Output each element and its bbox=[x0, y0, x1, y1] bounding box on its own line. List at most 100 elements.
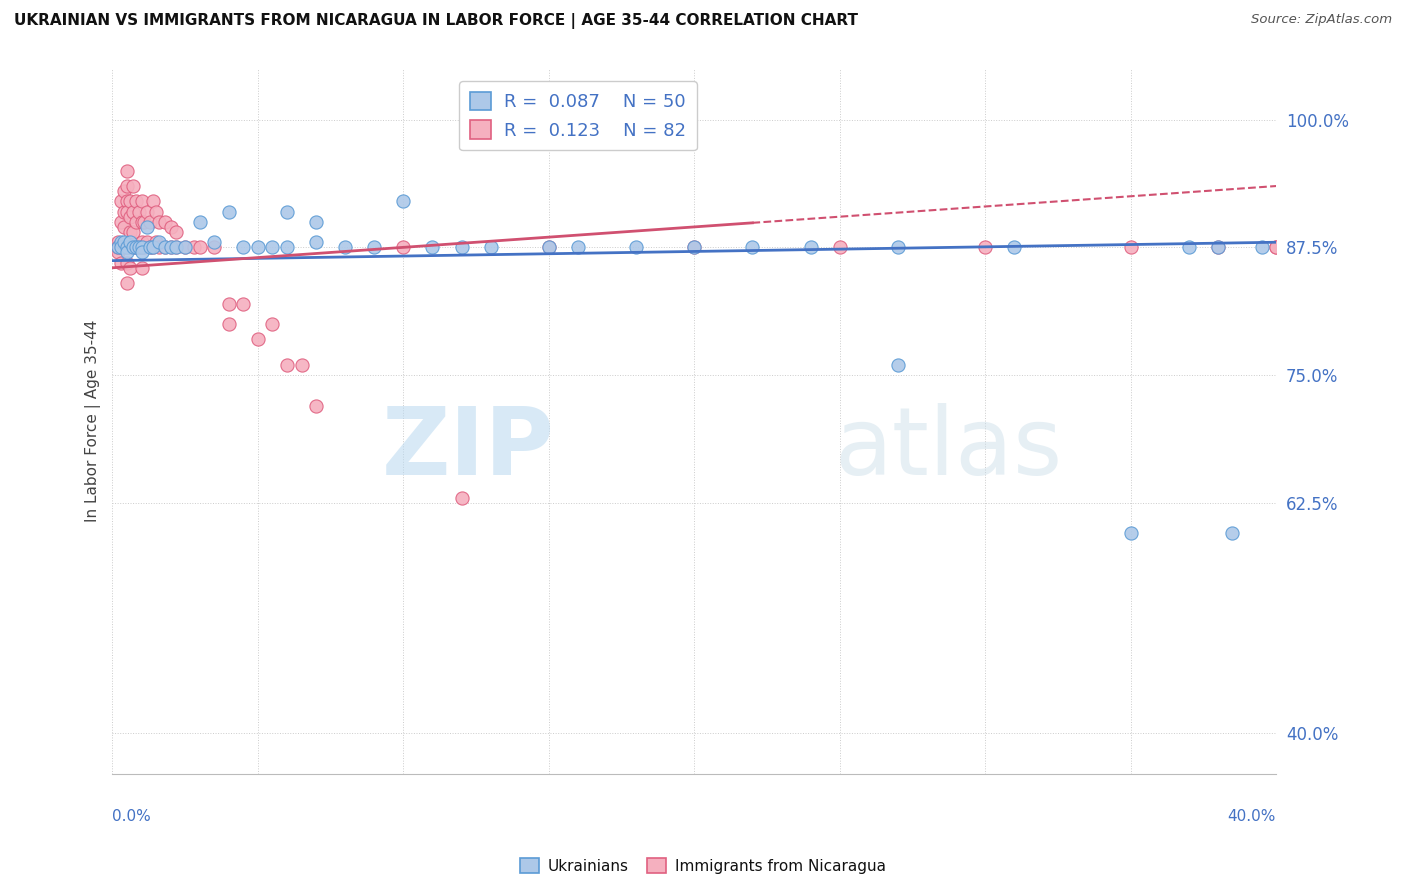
Point bbox=[139, 240, 162, 254]
Point bbox=[110, 255, 132, 269]
Point bbox=[159, 240, 181, 254]
Point bbox=[142, 194, 165, 209]
Point bbox=[153, 240, 176, 254]
Point bbox=[1250, 240, 1272, 254]
Point bbox=[134, 215, 156, 229]
Point bbox=[112, 235, 135, 250]
Point bbox=[110, 194, 132, 209]
Point bbox=[333, 240, 356, 254]
Point bbox=[128, 240, 150, 254]
Point bbox=[104, 240, 127, 254]
Point bbox=[145, 235, 167, 250]
Point bbox=[1206, 240, 1229, 254]
Point bbox=[1178, 240, 1201, 254]
Point bbox=[128, 240, 150, 254]
Point bbox=[118, 235, 141, 250]
Point bbox=[479, 240, 502, 254]
Point bbox=[110, 240, 132, 254]
Text: ZIP: ZIP bbox=[382, 403, 554, 495]
Point bbox=[131, 215, 153, 229]
Point bbox=[112, 204, 135, 219]
Point bbox=[115, 240, 138, 254]
Point bbox=[136, 204, 159, 219]
Point bbox=[139, 240, 162, 254]
Point bbox=[800, 240, 823, 254]
Point bbox=[145, 204, 167, 219]
Point bbox=[165, 240, 187, 254]
Point bbox=[1265, 240, 1288, 254]
Point bbox=[110, 240, 132, 254]
Point bbox=[305, 399, 328, 413]
Point bbox=[148, 240, 170, 254]
Point bbox=[115, 276, 138, 290]
Point bbox=[118, 260, 141, 275]
Point bbox=[188, 215, 211, 229]
Point bbox=[887, 240, 910, 254]
Point bbox=[887, 358, 910, 372]
Point bbox=[188, 240, 211, 254]
Point bbox=[121, 240, 143, 254]
Point bbox=[683, 240, 706, 254]
Point bbox=[153, 215, 176, 229]
Point bbox=[450, 240, 472, 254]
Point bbox=[125, 194, 148, 209]
Point bbox=[363, 240, 385, 254]
Point bbox=[218, 204, 240, 219]
Point bbox=[159, 240, 181, 254]
Point bbox=[174, 240, 197, 254]
Point bbox=[112, 219, 135, 234]
Point bbox=[624, 240, 647, 254]
Point bbox=[202, 240, 225, 254]
Text: UKRAINIAN VS IMMIGRANTS FROM NICARAGUA IN LABOR FORCE | AGE 35-44 CORRELATION CH: UKRAINIAN VS IMMIGRANTS FROM NICARAGUA I… bbox=[14, 13, 858, 29]
Point bbox=[148, 215, 170, 229]
Point bbox=[115, 240, 138, 254]
Point bbox=[121, 204, 143, 219]
Point bbox=[218, 317, 240, 331]
Legend: Ukrainians, Immigrants from Nicaragua: Ukrainians, Immigrants from Nicaragua bbox=[515, 852, 891, 880]
Point bbox=[142, 240, 165, 254]
Point bbox=[131, 260, 153, 275]
Point bbox=[118, 240, 141, 254]
Point bbox=[118, 225, 141, 239]
Point bbox=[174, 240, 197, 254]
Point bbox=[136, 219, 159, 234]
Point bbox=[741, 240, 763, 254]
Point bbox=[128, 204, 150, 219]
Point bbox=[232, 296, 254, 310]
Point bbox=[115, 163, 138, 178]
Point bbox=[131, 240, 153, 254]
Point bbox=[1206, 240, 1229, 254]
Point bbox=[107, 235, 129, 250]
Point bbox=[202, 235, 225, 250]
Point bbox=[218, 296, 240, 310]
Point bbox=[110, 215, 132, 229]
Point bbox=[121, 225, 143, 239]
Point bbox=[305, 215, 328, 229]
Point bbox=[125, 240, 148, 254]
Point bbox=[276, 240, 298, 254]
Point bbox=[107, 240, 129, 254]
Point bbox=[246, 240, 269, 254]
Point bbox=[392, 194, 415, 209]
Point bbox=[136, 235, 159, 250]
Point bbox=[290, 358, 312, 372]
Point bbox=[115, 194, 138, 209]
Point bbox=[183, 240, 205, 254]
Point bbox=[450, 491, 472, 505]
Point bbox=[1119, 240, 1142, 254]
Point bbox=[107, 245, 129, 260]
Point bbox=[121, 179, 143, 194]
Point bbox=[305, 235, 328, 250]
Point bbox=[115, 204, 138, 219]
Point bbox=[262, 240, 284, 254]
Point bbox=[112, 184, 135, 198]
Text: 0.0%: 0.0% bbox=[112, 809, 152, 824]
Point bbox=[110, 235, 132, 250]
Point bbox=[112, 240, 135, 254]
Point bbox=[148, 235, 170, 250]
Point bbox=[1265, 240, 1288, 254]
Point bbox=[974, 240, 997, 254]
Point bbox=[165, 225, 187, 239]
Point bbox=[159, 219, 181, 234]
Point bbox=[276, 204, 298, 219]
